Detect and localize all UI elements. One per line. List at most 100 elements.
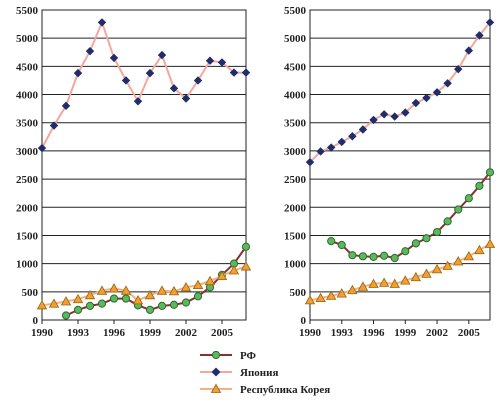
point-japan-left-2003 (193, 76, 203, 85)
point-korea-left-2002 (180, 281, 192, 292)
point-rf-left-2001 (169, 300, 179, 309)
point-rf-left-1996 (109, 294, 119, 303)
point-japan-left-2007 (241, 68, 251, 77)
point-rf-left-1995 (97, 299, 107, 308)
point-rf-right-1998 (390, 253, 399, 263)
point-japan-right-1990 (305, 157, 315, 167)
point-korea-right-1992 (325, 290, 337, 300)
point-rf-left-2000 (157, 301, 167, 311)
y-tick-label-left-7: 3500 (16, 118, 39, 130)
x-tick-label-left-0: 1990 (31, 327, 54, 339)
point-japan-right-1997 (379, 110, 389, 119)
point-japan-left-1999 (145, 68, 155, 78)
legend-item-korea: Республика Корея (200, 383, 330, 396)
point-korea-right-2001 (421, 268, 432, 278)
plot-area-left (41, 9, 247, 321)
point-japan-right-1994 (348, 132, 357, 141)
point-korea-right-1998 (389, 278, 400, 288)
point-japan-right-1998 (390, 112, 399, 121)
point-rf-left-2007 (241, 242, 251, 251)
x-tick-label-left-5: 2005 (211, 327, 234, 339)
x-tick-label-right-5: 2005 (458, 327, 481, 339)
point-japan-left-2001 (169, 84, 179, 93)
point-japan-right-1992 (326, 143, 336, 152)
point-korea-right-2003 (442, 260, 453, 270)
legend-label-korea: Республика Корея (240, 384, 330, 396)
point-korea-right-2007 (484, 238, 496, 248)
series-rf-left (61, 242, 251, 320)
y-tick-label-left-5: 2500 (16, 174, 39, 186)
x-tick-label-right-3: 1999 (394, 327, 417, 339)
point-rf-left-2002 (181, 298, 191, 307)
y-tick-label-left-4: 2000 (16, 202, 39, 214)
point-rf-right-2002 (432, 227, 442, 237)
point-korea-left-1994 (84, 289, 96, 300)
point-rf-right-2007 (485, 168, 495, 177)
point-japan-right-2005 (464, 46, 474, 55)
point-korea-left-2006 (228, 265, 240, 275)
point-korea-left-1997 (120, 285, 132, 295)
y-tick-label-left-3: 1500 (16, 230, 39, 242)
series-line-rf-right (330, 171, 491, 260)
point-japan-left-1996 (109, 53, 119, 63)
series-korea-left (36, 261, 252, 310)
point-rf-right-2005 (464, 194, 473, 203)
series-line-korea-left (41, 265, 247, 307)
legend-marker-korea (210, 383, 222, 393)
point-korea-left-1996 (108, 283, 120, 293)
x-tick-label-left-1: 1993 (67, 327, 90, 339)
point-rf-left-1999 (145, 305, 155, 314)
point-rf-right-1996 (369, 252, 378, 261)
y-tick-label-right-11: 5500 (284, 5, 307, 17)
point-japan-right-1996 (369, 115, 378, 125)
y-tick-label-right-5: 2500 (284, 174, 307, 186)
point-japan-left-2006 (229, 68, 239, 77)
point-japan-right-1995 (358, 125, 368, 134)
point-korea-right-1999 (400, 275, 411, 285)
point-rf-right-2004 (454, 205, 463, 214)
y-tick-label-left-9: 4500 (16, 61, 39, 73)
point-korea-left-1991 (48, 298, 60, 308)
point-japan-left-1998 (133, 97, 143, 106)
point-rf-left-2003 (193, 292, 203, 301)
series-line-rf-left (65, 246, 247, 317)
point-japan-right-2000 (411, 98, 421, 108)
point-japan-right-2004 (454, 64, 463, 74)
x-tick-label-right-1: 1993 (331, 327, 354, 339)
y-tick-label-left-6: 3000 (16, 146, 39, 158)
point-japan-left-1990 (37, 143, 47, 153)
point-japan-right-2007 (485, 18, 495, 27)
point-korea-left-2001 (168, 285, 180, 296)
point-rf-right-1994 (348, 251, 357, 260)
y-tick-label-right-0: 0 (301, 315, 307, 327)
point-rf-left-1994 (85, 301, 95, 311)
point-japan-left-1997 (121, 76, 131, 85)
legend-label-japan: Япония (240, 367, 278, 379)
y-tick-label-right-3: 1500 (284, 230, 307, 242)
point-korea-left-2004 (204, 275, 216, 286)
point-rf-right-1995 (358, 252, 368, 261)
x-tick-label-right-2: 1996 (363, 327, 386, 339)
point-japan-right-2002 (432, 88, 442, 97)
y-tick-label-right-8: 4000 (284, 90, 307, 102)
point-korea-right-1995 (357, 281, 369, 291)
point-japan-right-1991 (316, 147, 325, 156)
series-rf-right (327, 168, 495, 263)
legend-item-japan: Япония (200, 367, 278, 379)
point-rf-right-1999 (401, 247, 410, 256)
point-japan-right-1993 (337, 137, 346, 147)
point-korea-left-1999 (144, 289, 156, 300)
point-korea-right-2000 (410, 271, 422, 282)
point-japan-left-2005 (217, 58, 227, 67)
x-tick-label-left-2: 1996 (103, 327, 126, 339)
point-rf-right-1992 (327, 236, 336, 246)
series-japan-left (37, 18, 251, 153)
point-korea-right-2004 (453, 256, 464, 266)
series-line-japan-left (41, 19, 246, 149)
y-tick-label-left-0: 0 (33, 315, 39, 327)
x-tick-label-right-0: 1990 (299, 327, 322, 339)
point-korea-left-2005 (216, 270, 228, 281)
y-tick-label-right-10: 5000 (284, 33, 307, 45)
point-rf-left-1993 (73, 305, 83, 314)
point-korea-left-2007 (240, 261, 252, 271)
